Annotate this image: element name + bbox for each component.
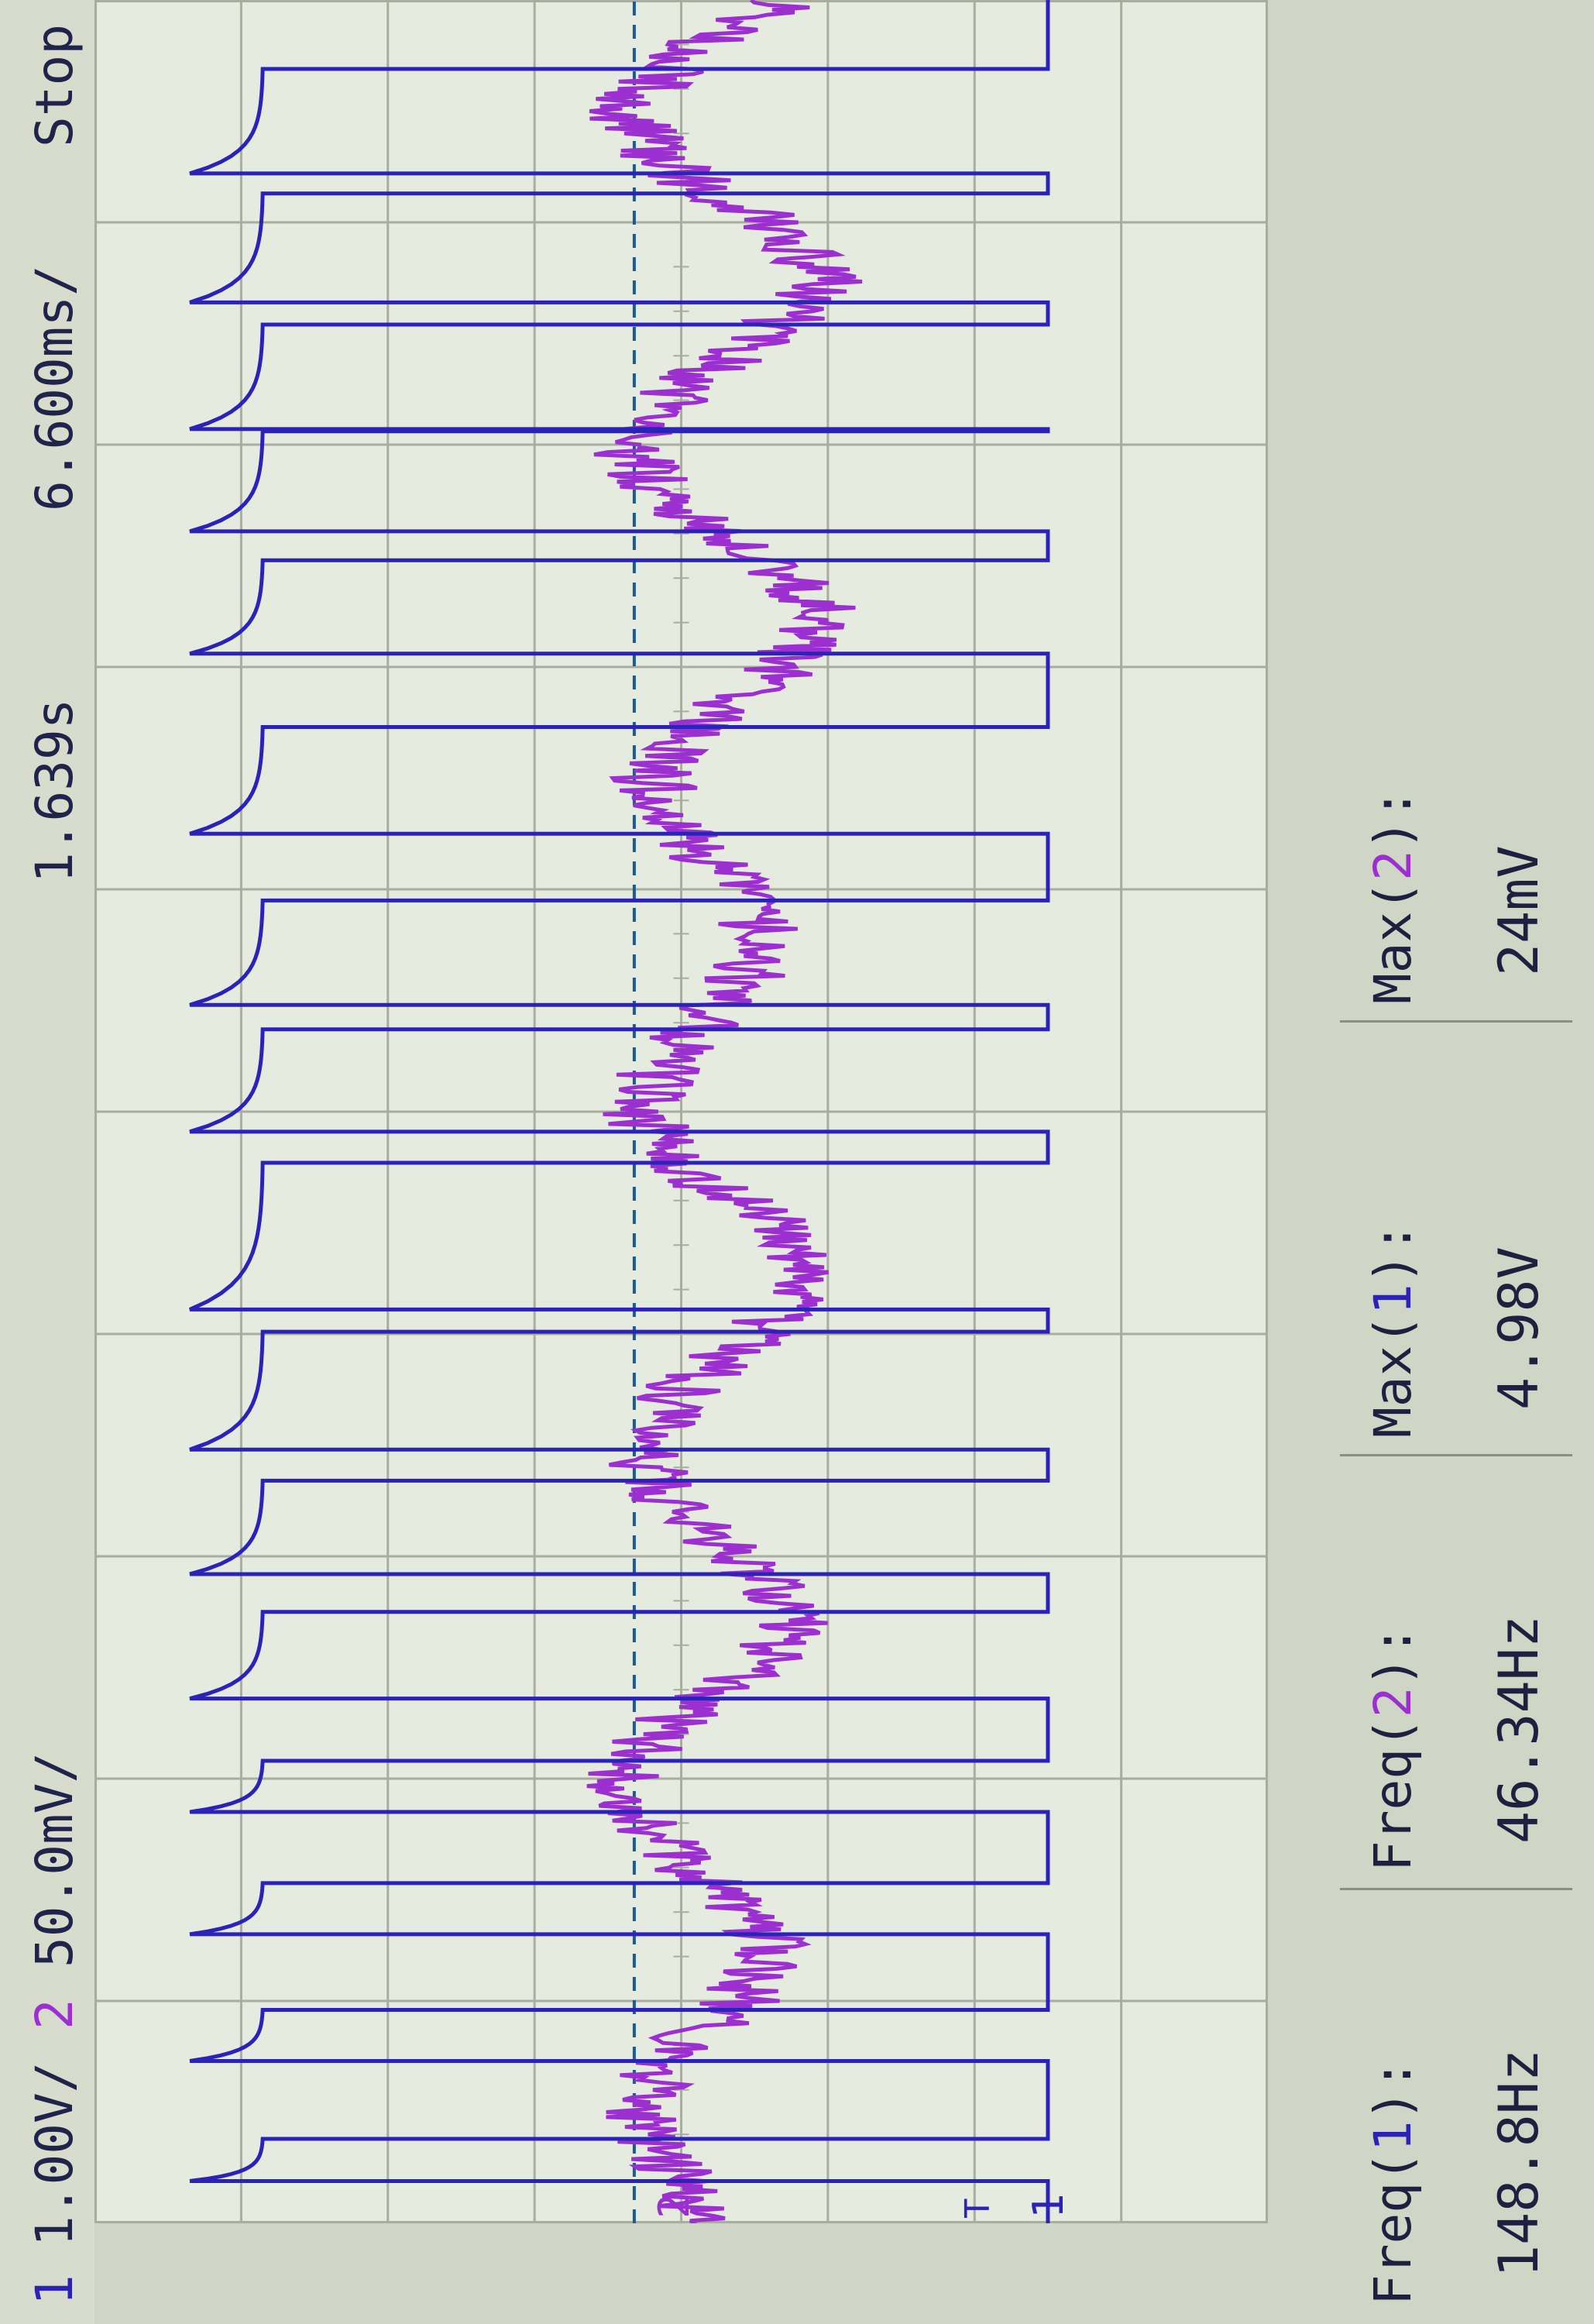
status-bar: 1 1.00V/ 2 50.0mV/ 1.639s 6.600ms/ Stop xyxy=(0,0,94,2324)
time-position: 1.639s xyxy=(25,698,84,883)
measurement-max-1: Max(1): 4.98V xyxy=(1363,1222,1551,1438)
measurement-freq-1: Freq(1): 148.8Hz xyxy=(1363,2048,1551,2305)
measurement-value: 148.8Hz xyxy=(1487,2048,1551,2278)
ch1-index: 1 xyxy=(25,2274,84,2305)
measurement-value: 4.98V xyxy=(1487,1246,1551,1410)
waveform-plot: 2 1 T xyxy=(94,0,1268,2223)
measurement-channel: 2 xyxy=(1363,850,1423,882)
measurement-channel: 1 xyxy=(1363,2120,1423,2152)
ch1-trace xyxy=(189,0,1050,2223)
measurement-channel: 2 xyxy=(1363,1686,1423,1718)
measurement-value: 24mV xyxy=(1487,845,1551,976)
run-state: Stop xyxy=(25,24,84,147)
measurement-channel: 1 xyxy=(1363,1284,1423,1315)
measurement-freq-2: Freq(2): 46.34Hz xyxy=(1363,1614,1551,1872)
measurement-label: Max xyxy=(1363,1345,1423,1438)
ch2-volts-per-div: 50.0mV/ xyxy=(25,1752,84,1968)
time-per-div: 6.600ms/ xyxy=(25,265,84,511)
trigger-marker: T xyxy=(958,2199,998,2219)
ch2-index: 2 xyxy=(25,1999,84,2030)
measurement-bar: Freq(1): 148.8Hz Freq(2): 46.34Hz Max(1)… xyxy=(1317,0,1594,2324)
measurement-label: Freq xyxy=(1363,2182,1423,2305)
measurement-label: Freq xyxy=(1363,1748,1423,1872)
waveform-screen: 2 1 T xyxy=(94,0,1268,2223)
ch2-trace xyxy=(586,0,863,2223)
measurement-label: Max xyxy=(1363,911,1423,1004)
measurement-max-2: Max(2): 24mV xyxy=(1363,788,1551,1004)
ch1-volts-per-div: 1.00V/ xyxy=(25,2061,84,2247)
measurement-value: 46.34Hz xyxy=(1487,1614,1551,1844)
